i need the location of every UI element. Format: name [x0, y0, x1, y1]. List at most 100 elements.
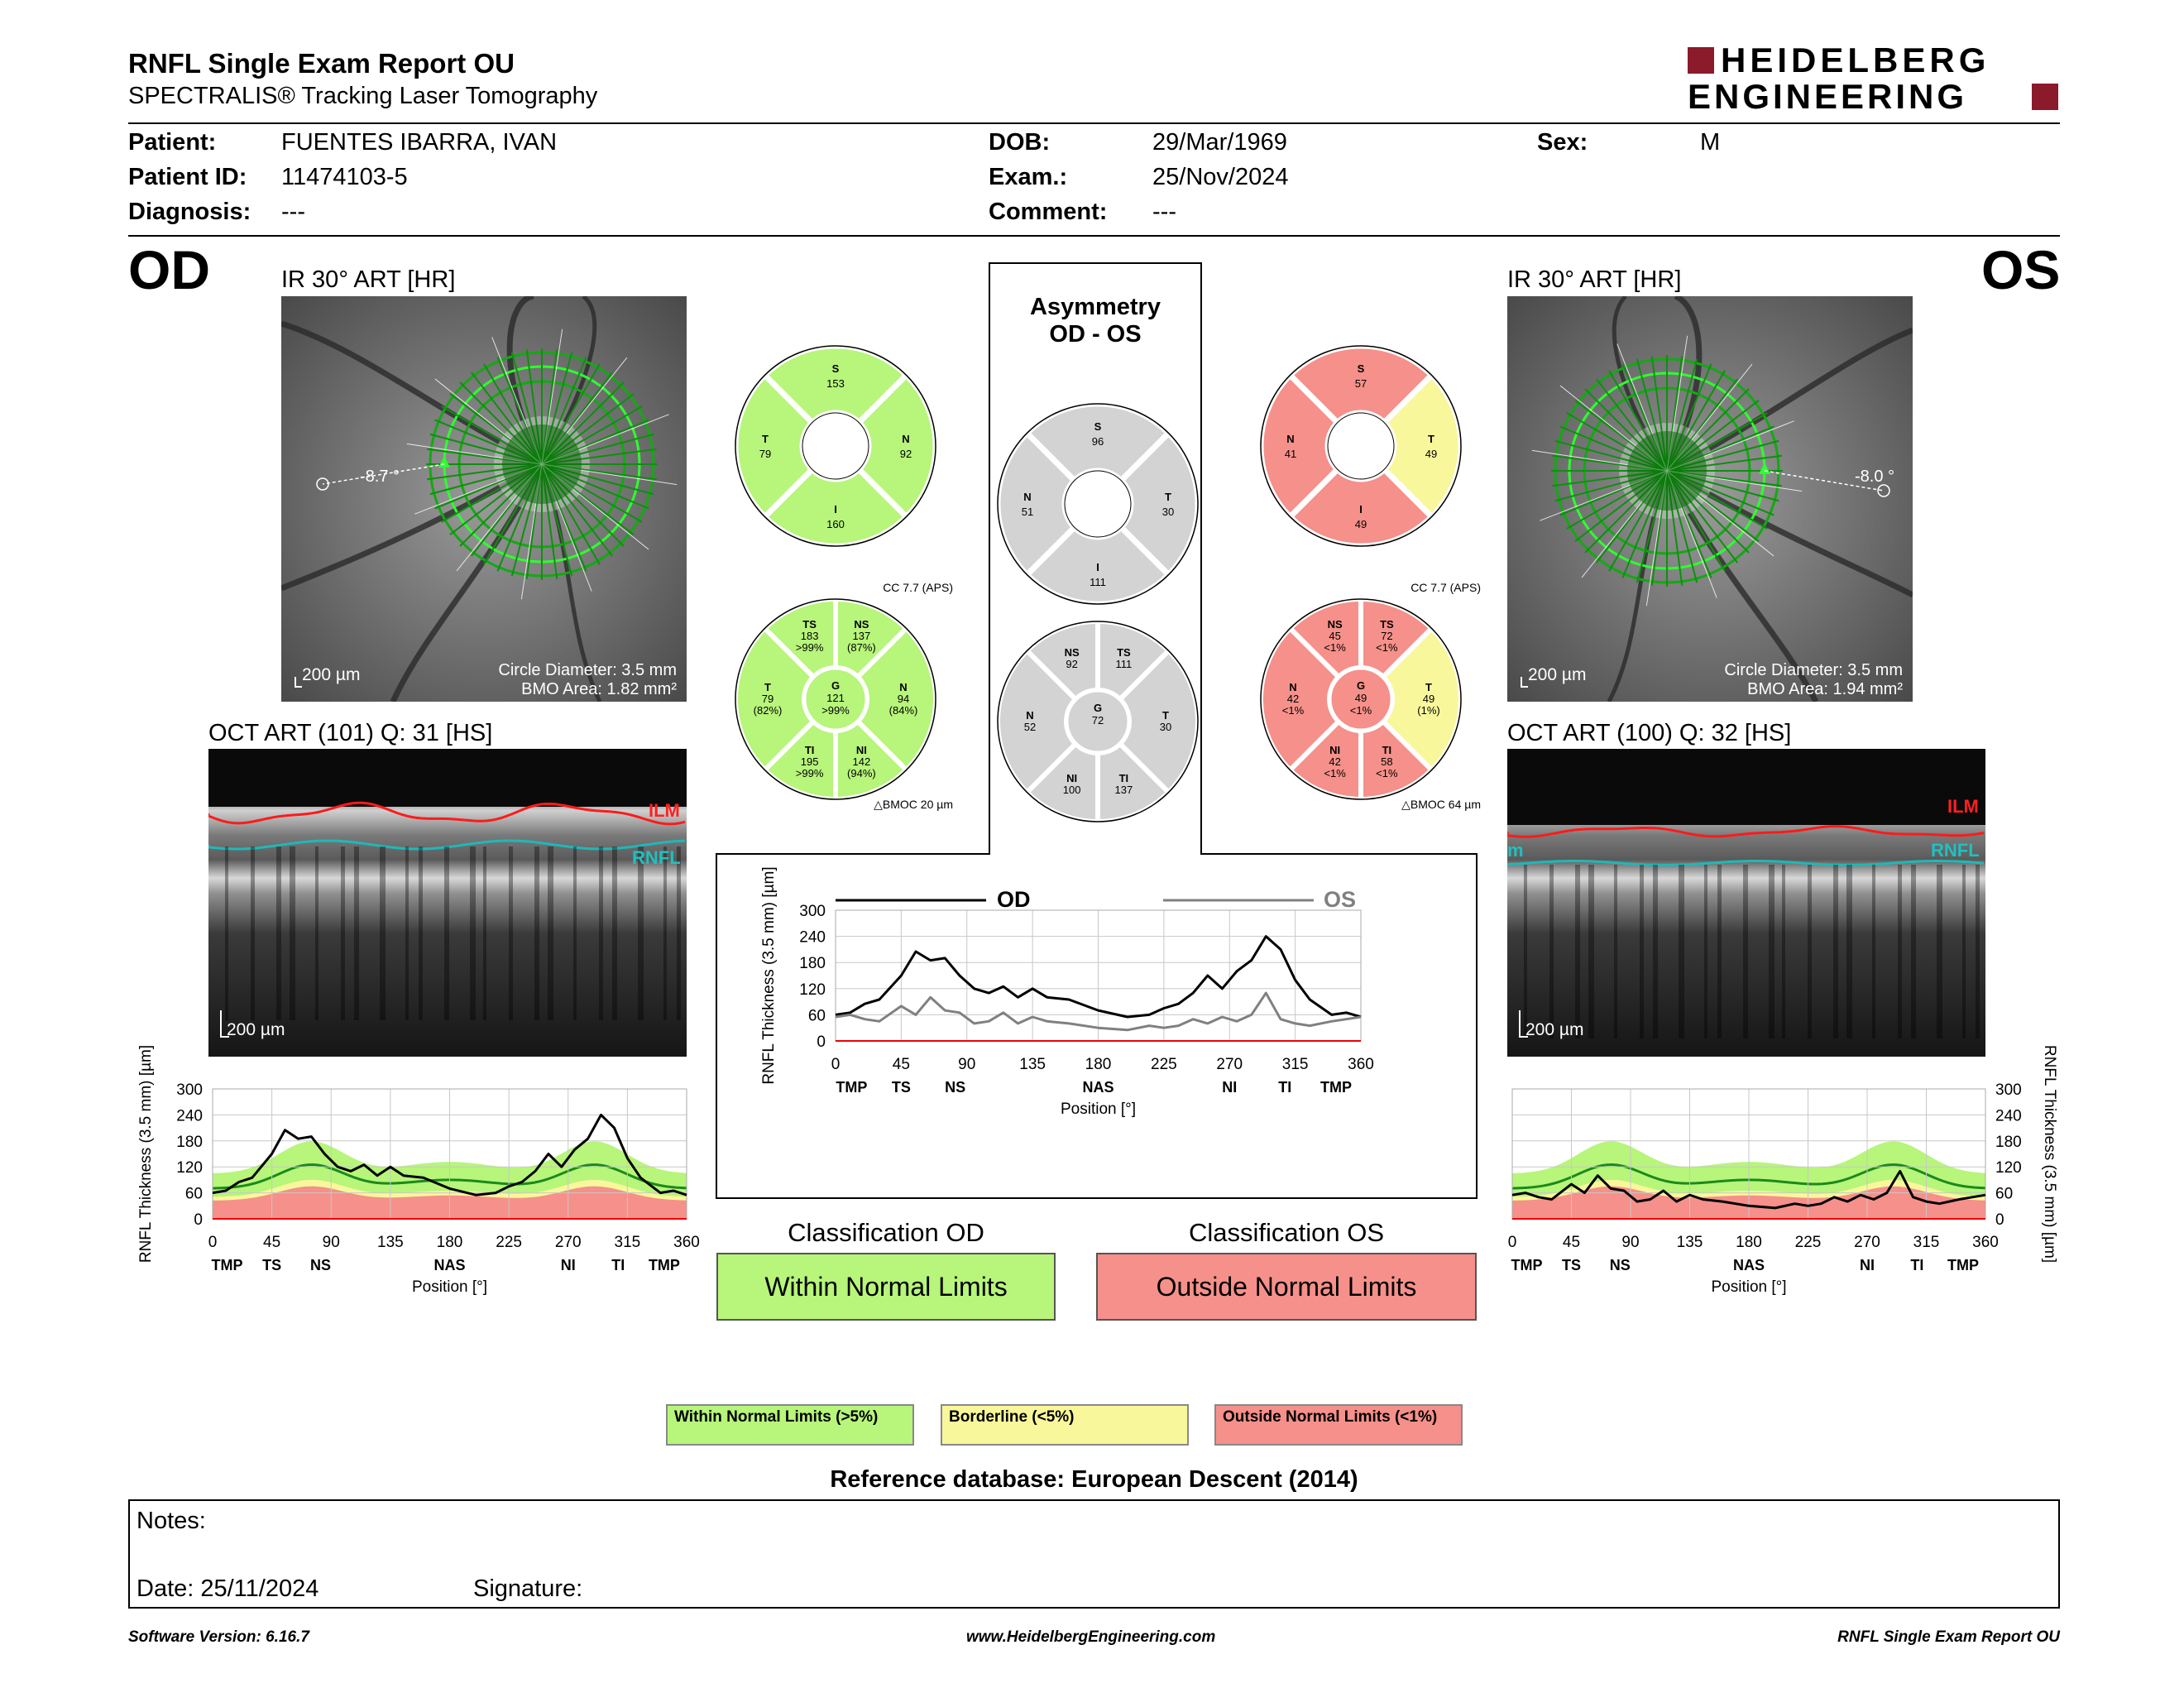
legend-borderline: Borderline (<5%) [941, 1404, 1189, 1446]
od-thickness-plot-ytick-180: 180 [176, 1134, 203, 1151]
od-fundus-svg [281, 296, 687, 702]
od-thickness-plot: 0 60 120 180 240 300 0 45 90 135 180 225 270 315 360 TM… [137, 1045, 700, 1296]
footer-software: Software Version: 6.16.7 [128, 1628, 309, 1646]
signature-label: Signature: [473, 1575, 583, 1602]
os-thickness-plot-ytick-120: 120 [1995, 1159, 2022, 1177]
od-thickness-plot-sector-label-6: TMP [649, 1257, 680, 1273]
od-vessel-3 [281, 461, 544, 592]
os-thickness-plot-xtick-90: 90 [1621, 1234, 1639, 1251]
os-scale-bar [1521, 677, 1528, 688]
asymmetry-title-line1: Asymmetry [1030, 294, 1161, 320]
od-thickness-plot-sector-label-0: TMP [212, 1257, 243, 1273]
asym-thickness-plot-ylabel: RNFL Thickness (3.5 mm) [µm] [760, 866, 778, 1084]
asym-thickness-plot-ytick-60: 60 [808, 1007, 826, 1024]
dob-value: 29/Mar/1969 [1152, 129, 1287, 156]
od-oct-title: OCT ART (101) Q: 31 [HS] [208, 720, 493, 746]
asym-thickness-plot-ytick-0: 0 [817, 1033, 826, 1051]
os-thickness-plot-sector-label-4: NI [1860, 1257, 1875, 1273]
asym-thickness-plot-xtick-90: 90 [958, 1056, 975, 1073]
od-thickness-plot-sector-label-2: NS [310, 1257, 331, 1273]
notes-box: Notes: Date: 25/11/2024 Signature: [128, 1499, 2060, 1609]
asym-thickness-plot-xlabel: Position [°] [1061, 1101, 1136, 1118]
od-shadow-11 [470, 846, 476, 1020]
od-bscan-svg [208, 749, 687, 1057]
asym-thickness-plot-xtick-180: 180 [1085, 1056, 1112, 1073]
od-thickness-plot-sector-label-4: NI [561, 1257, 576, 1273]
os-shadow-14 [1833, 865, 1838, 1038]
comment-label: Comment: [989, 199, 1108, 225]
od-thickness-plot-ytick-0: 0 [194, 1211, 203, 1229]
notes-label: Notes: [136, 1508, 206, 1534]
od-thickness-plot-xtick-360: 360 [673, 1234, 700, 1251]
os-shadow-3 [1588, 865, 1594, 1038]
od-thickness-plot-ytick-240: 240 [176, 1107, 203, 1125]
os-eye-label: OS [1981, 239, 2061, 300]
asym-thickness-plot-xtick-360: 360 [1348, 1056, 1374, 1073]
os-classification-title: Classification OS [1188, 1218, 1385, 1247]
asym-thickness-plot-sector-label-3: NAS [1082, 1079, 1114, 1096]
os-classification-box: Outside Normal Limits [1096, 1253, 1477, 1321]
od-shadow-16 [573, 846, 577, 1020]
os-shadow-6 [1653, 865, 1658, 1038]
os-thickness-plot-xtick-270: 270 [1854, 1234, 1880, 1251]
od-shadow-8 [405, 846, 409, 1020]
os-vessel-3 [1665, 468, 1913, 598]
od-oct-scale: 200 µm [227, 1020, 285, 1039]
od-shadow-0 [225, 846, 228, 1020]
logo-text-heidelberg: HEIDELBERG [1721, 41, 1990, 79]
od-thickness-plot-xtick-180: 180 [437, 1234, 463, 1251]
od-classification-title: Classification OD [788, 1218, 984, 1247]
os-shadow-19 [1937, 865, 1942, 1038]
report-title: RNFL Single Exam Report OU [128, 48, 515, 79]
od-fovea-marker [316, 477, 329, 491]
od-thickness-plot-xtick-90: 90 [323, 1234, 340, 1251]
os-rnfl-label: RNFL [1931, 840, 1980, 861]
os-shadow-8 [1704, 865, 1707, 1038]
od-angle-label: -8.7 ° [360, 468, 400, 486]
od-bmo-area: BMO Area: 1.82 mm² [521, 680, 677, 698]
os-fundus-image: -8.0 ° 200 µm Circle Diameter: 3.5 mm BM… [1507, 296, 1913, 702]
date-label: Date: 25/11/2024 [136, 1575, 319, 1602]
os-shadow-9 [1717, 865, 1722, 1038]
od-fundus-image: -8.7 ° 200 µm Circle Diameter: 3.5 mm BM… [281, 296, 687, 702]
comment-value: --- [1152, 199, 1176, 225]
od-thickness-plot-sector-label-3: NAS [433, 1257, 465, 1273]
os-shadow-20 [1962, 865, 1966, 1038]
os-fovea-marker [1877, 484, 1890, 497]
os-fundus-svg [1507, 296, 1913, 702]
os-shadow-21 [1976, 865, 1980, 1038]
footer-report: RNFL Single Exam Report OU [1837, 1628, 2060, 1646]
od-shadow-15 [548, 846, 553, 1020]
od-oct-scale-bar [220, 1010, 229, 1038]
exam-value: 25/Nov/2024 [1152, 164, 1289, 190]
asym-thickness-plot-xtick-225: 225 [1151, 1056, 1177, 1073]
os-thickness-plot-sector-label-3: NAS [1733, 1257, 1765, 1273]
od-thickness-plot-xtick-315: 315 [615, 1234, 641, 1251]
footer-website[interactable]: www.HeidelbergEngineering.com [966, 1628, 1216, 1646]
patient-id-value: 11474103-5 [281, 164, 408, 190]
od-classification-box: Within Normal Limits [716, 1253, 1056, 1321]
od-shadow-13 [509, 846, 513, 1020]
asym-thickness-plot-xtick-270: 270 [1216, 1056, 1243, 1073]
os-circle-diameter: Circle Diameter: 3.5 mm [1724, 661, 1903, 679]
os-thickness-plot-ytick-240: 240 [1995, 1107, 2022, 1125]
os-thickness-plot-sector-label-5: TI [1910, 1257, 1923, 1273]
os-bscan-svg [1507, 749, 1985, 1057]
od-rnfl-line [208, 839, 686, 851]
od-thickness-plot-xtick-0: 0 [208, 1234, 218, 1251]
os-shadow-17 [1898, 865, 1902, 1038]
od-thickness-plot-ytick-300: 300 [176, 1081, 203, 1099]
os-thickness-plot-ytick-180: 180 [1995, 1134, 2022, 1151]
os-bscan-vitreous [1507, 749, 1985, 825]
od-shadow-12 [483, 846, 486, 1020]
od-shadow-6 [354, 846, 359, 1020]
asym-thickness-plot-xtick-315: 315 [1282, 1056, 1309, 1073]
asym-thickness-plot-sector-label-0: TMP [836, 1079, 867, 1096]
os-thickness-plot-ytick-0: 0 [1995, 1211, 2004, 1229]
os-thickness-plot-ytick-300: 300 [1995, 1081, 2022, 1099]
asym-thickness-plot-ytick-300: 300 [799, 903, 826, 920]
od-shadow-19 [638, 846, 644, 1020]
asym-thickness-plot-xtick-0: 0 [831, 1056, 841, 1073]
logo-text-engineering: ENGINEERING [1688, 77, 1968, 116]
